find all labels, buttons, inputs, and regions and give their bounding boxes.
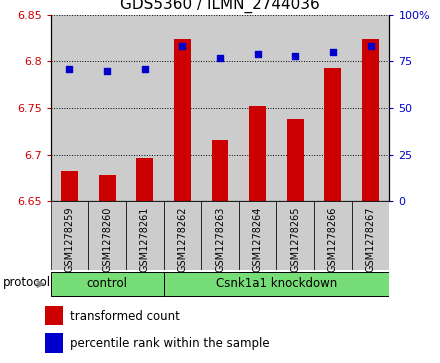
Title: GDS5360 / ILMN_2744036: GDS5360 / ILMN_2744036 [120, 0, 320, 13]
Bar [314, 201, 352, 270]
Bar [51, 15, 88, 201]
Bar [276, 15, 314, 201]
Bar [352, 15, 389, 201]
Point [141, 66, 148, 72]
Bar [61, 171, 78, 201]
Text: GSM1278260: GSM1278260 [102, 207, 112, 272]
Text: GSM1278259: GSM1278259 [64, 207, 74, 273]
Bar [164, 15, 201, 201]
Point [367, 44, 374, 49]
Bar [88, 15, 126, 201]
Text: GSM1278261: GSM1278261 [140, 207, 150, 272]
Bar [99, 175, 116, 201]
Bar [88, 201, 126, 270]
Point [330, 49, 337, 55]
Text: GSM1278264: GSM1278264 [253, 207, 263, 272]
Bar [239, 15, 276, 201]
Bar [362, 39, 379, 201]
Text: control: control [87, 277, 128, 290]
Bar [249, 106, 266, 201]
Bar [45, 306, 62, 325]
Bar [174, 39, 191, 201]
Bar [126, 15, 164, 201]
Bar [324, 68, 341, 201]
Bar [212, 140, 228, 201]
Bar [126, 201, 164, 270]
Bar [276, 201, 314, 270]
Bar [51, 201, 88, 270]
Point [66, 66, 73, 72]
Bar [201, 15, 239, 201]
Text: Csnk1a1 knockdown: Csnk1a1 knockdown [216, 277, 337, 290]
Bar [239, 201, 276, 270]
Text: GSM1278262: GSM1278262 [177, 207, 187, 273]
Bar [136, 158, 153, 201]
Bar [164, 272, 389, 296]
Text: percentile rank within the sample: percentile rank within the sample [70, 338, 269, 350]
Text: GSM1278267: GSM1278267 [366, 207, 376, 273]
Point [103, 68, 110, 74]
Point [179, 44, 186, 49]
Text: GSM1278265: GSM1278265 [290, 207, 300, 273]
Bar [45, 334, 62, 353]
Bar [314, 15, 352, 201]
Point [216, 54, 224, 60]
Text: GSM1278266: GSM1278266 [328, 207, 338, 272]
Text: transformed count: transformed count [70, 310, 180, 323]
Bar [287, 119, 304, 201]
Text: protocol: protocol [3, 276, 51, 289]
Point [254, 51, 261, 57]
Bar [164, 201, 201, 270]
Text: GSM1278263: GSM1278263 [215, 207, 225, 272]
Point [292, 53, 299, 58]
Bar [201, 201, 239, 270]
Bar [352, 201, 389, 270]
Bar [51, 272, 164, 296]
